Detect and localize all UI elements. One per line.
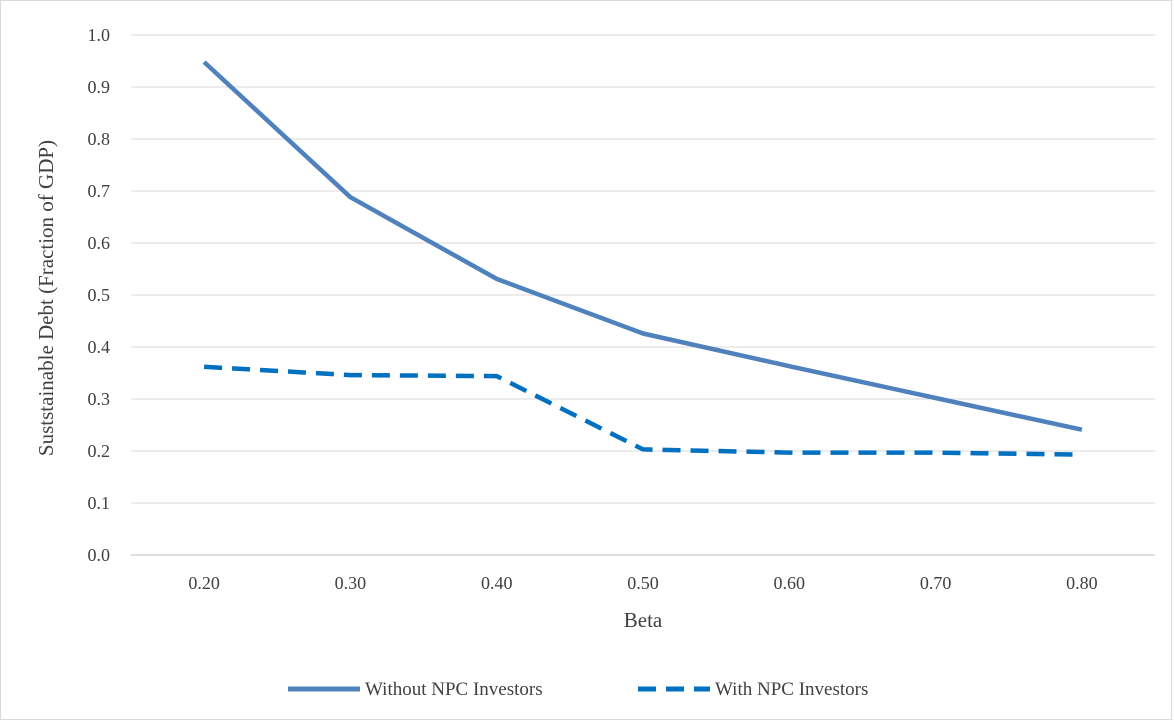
x-tick-label: 0.60 <box>774 573 806 593</box>
y-tick-label: 1.0 <box>88 25 111 45</box>
y-tick-label: 0.6 <box>88 233 111 253</box>
series-line-0 <box>202 60 1083 432</box>
x-tick-label: 0.40 <box>481 573 513 593</box>
series-lines <box>202 60 1083 457</box>
x-tick-label: 0.50 <box>627 573 659 593</box>
gridlines <box>131 34 1155 556</box>
legend: Without NPC Investors With NPC Investors <box>288 679 868 700</box>
legend-label-without-npc: Without NPC Investors <box>365 679 543 700</box>
y-tick-label: 0.5 <box>88 285 111 305</box>
series-line-1 <box>203 364 1082 457</box>
y-tick-label: 0.7 <box>88 181 111 201</box>
y-axis-tick-labels: 0.0 0.1 0.2 0.3 0.4 0.5 0.6 0.7 0.8 0.9 1.0 <box>88 25 111 565</box>
legend-label-with-npc: With NPC Investors <box>715 679 868 700</box>
x-tick-label: 0.20 <box>188 573 220 593</box>
y-axis-title: Suststainable Debt (Fraction of GDP) <box>34 140 58 456</box>
x-axis-title: Beta <box>624 608 663 632</box>
x-tick-label: 0.80 <box>1066 573 1098 593</box>
y-tick-label: 0.3 <box>88 389 111 409</box>
x-axis-tick-labels: 0.20 0.30 0.40 0.50 0.60 0.70 0.80 <box>188 573 1097 593</box>
y-tick-label: 0.2 <box>88 441 111 461</box>
y-tick-label: 0.4 <box>88 337 111 357</box>
y-tick-label: 0.9 <box>88 77 111 97</box>
y-tick-label: 0.8 <box>88 129 111 149</box>
x-tick-label: 0.70 <box>920 573 952 593</box>
x-tick-label: 0.30 <box>335 573 367 593</box>
y-tick-label: 0.0 <box>88 545 111 565</box>
y-tick-label: 0.1 <box>88 493 111 513</box>
